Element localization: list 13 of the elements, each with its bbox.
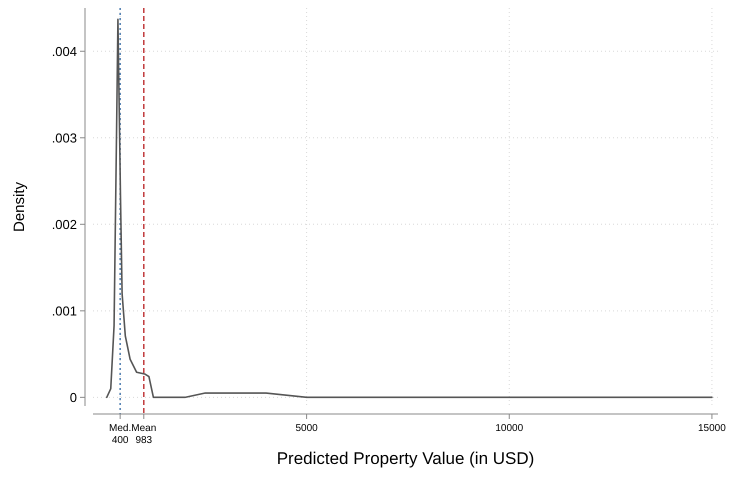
y-tick-label: .003	[52, 130, 77, 146]
x-axis-title: Predicted Property Value (in USD)	[276, 449, 534, 468]
x-tick-label: 15000	[698, 423, 726, 434]
y-tick-label: .004	[52, 44, 77, 59]
x-tick-label: Med. 400	[109, 423, 132, 446]
x-tick-label: 10000	[495, 423, 524, 434]
y-axis-title: Density	[11, 182, 28, 232]
y-tick-label: .001	[52, 303, 77, 318]
x-tick-label: Mean 983	[131, 423, 156, 446]
x-tick-label: 5000	[295, 423, 318, 434]
line-series	[106, 18, 713, 398]
y-tick-label: 0	[70, 390, 77, 405]
y-tick-label: .002	[52, 216, 77, 232]
